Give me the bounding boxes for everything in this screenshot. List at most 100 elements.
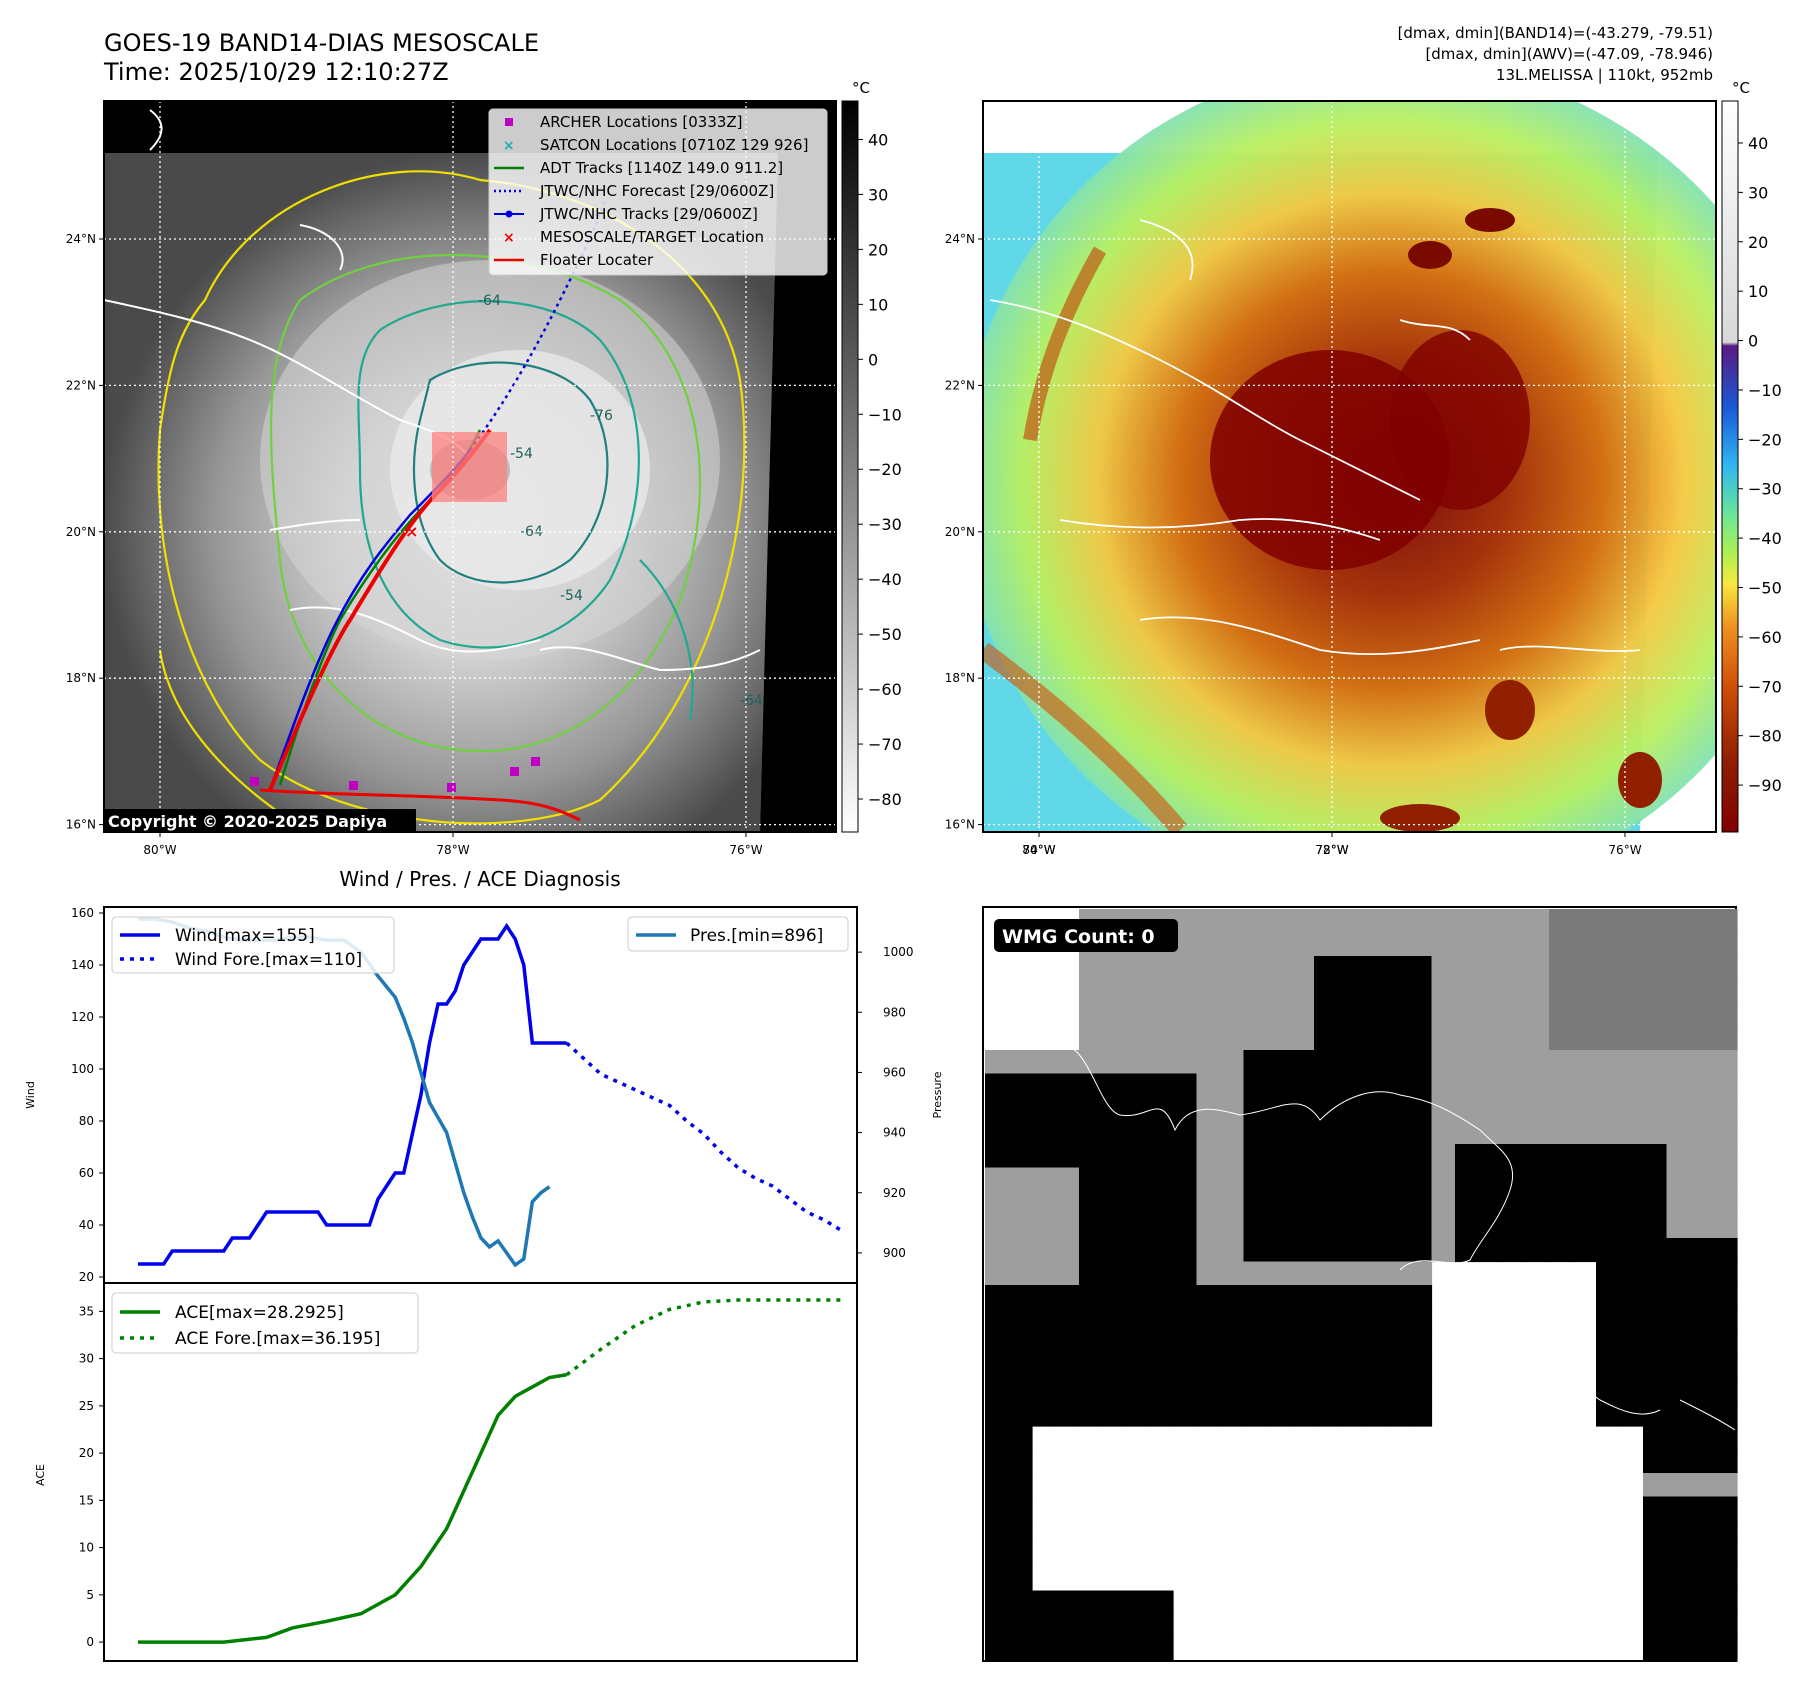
contour-label: -64: [478, 293, 501, 309]
legend-marker: ×: [503, 230, 515, 246]
pressure-legend: [627, 916, 849, 952]
colorbar-tick-label: −10: [868, 405, 902, 424]
ace-axis-tick-label: 35: [79, 1304, 94, 1318]
info-storm: 13L.MELISSA | 110kt, 952mb: [1496, 66, 1713, 84]
colorbar-tick-label: 30: [868, 185, 888, 204]
legend-label: JTWC/NHC Forecast [29/0600Z]: [539, 182, 774, 200]
pressure-axis-tick-label: 900: [883, 1246, 906, 1260]
wind-axis-tick-label: 80: [79, 1114, 94, 1128]
legend-label: ADT Tracks [1140Z 149.0 911.2]: [540, 159, 783, 177]
lon-label: 74°W: [1022, 843, 1055, 857]
wind-axis-tick-label: 40: [79, 1218, 94, 1232]
wmg-coastlines: [1064, 1044, 1736, 1431]
legend-label: ARCHER Locations [0333Z]: [540, 113, 743, 131]
series-line: [565, 1041, 842, 1232]
awv-map-panel: [982, 100, 1717, 833]
legend-item: JTWC/NHC Tracks [29/0600Z]: [494, 205, 758, 223]
ace-axis-tick-label: 15: [79, 1493, 94, 1507]
ace-axis-tick-label: 30: [79, 1352, 94, 1366]
diagnosis-title: Wind / Pres. / ACE Diagnosis: [339, 867, 620, 891]
wind-legend: [111, 916, 395, 974]
lon-label: 80°W: [143, 843, 176, 857]
wmg-panel: WMG Count: 0: [982, 906, 1738, 1662]
legend-item: × SATCON Locations [0710Z 129 926]: [503, 136, 808, 154]
wind-axis-tick-label: 20: [79, 1270, 94, 1284]
colorbar-tick-label: −70: [1748, 677, 1782, 696]
colorbar-tick-label: 40: [868, 130, 888, 149]
colorbar-tick-label: −60: [868, 680, 902, 699]
legend-marker: ×: [503, 138, 515, 154]
lat-label: 20°N: [66, 525, 96, 539]
colorbar-tick-label: −10: [1748, 381, 1782, 400]
colorbar-tick-label: −30: [868, 515, 902, 534]
lat-label: 16°N: [66, 818, 96, 832]
legend-label: MESOSCALE/TARGET Location: [540, 228, 764, 246]
lon-label: 76°W: [729, 843, 762, 857]
colorbar-tick-label: −70: [868, 735, 902, 754]
wmg-grid-cells: [985, 909, 1738, 1662]
wind-axis-tick-label: 140: [71, 958, 94, 972]
colorbar-tick-label: −60: [1748, 628, 1782, 647]
wmg-count-label: WMG Count: 0: [1002, 926, 1155, 948]
color-colorbar-unit: °C: [1732, 79, 1750, 97]
lat-label: 18°N: [66, 671, 96, 685]
legend-label: ACE Fore.[max=36.195]: [175, 1329, 380, 1349]
colorbar-tick-label: −80: [1748, 727, 1782, 746]
colorbar-tick-label: 0: [1748, 332, 1758, 351]
lat-label: 22°N: [66, 378, 96, 392]
lat-label: 16°N: [945, 818, 975, 832]
legend-item: Floater Locater: [494, 251, 654, 269]
copyright-text: Copyright © 2020-2025 Dapiya: [108, 812, 387, 831]
legend-label: Floater Locater: [540, 251, 654, 269]
contour-label: -76: [590, 408, 613, 424]
legend-item: JTWC/NHC Forecast [29/0600Z]: [494, 182, 774, 200]
legend-item: ADT Tracks [1140Z 149.0 911.2]: [494, 159, 783, 177]
colorbar-tick-label: −40: [868, 570, 902, 589]
ace-axis-label: ACE: [34, 1464, 47, 1486]
legend-marker: [505, 118, 513, 126]
colorbar-tick-label: 20: [1748, 233, 1768, 252]
figure-title-line2: Time: 2025/10/29 12:10:27Z: [103, 58, 449, 86]
ace-axis-tick-label: 20: [79, 1446, 94, 1460]
colorbar-tick-label: −30: [1748, 480, 1782, 499]
jtwc-forecast: [468, 199, 607, 451]
legend-label: Wind[max=155]: [175, 926, 315, 946]
ace-axis-tick-label: 10: [79, 1541, 94, 1555]
lon-label: 78°W: [436, 843, 469, 857]
mesoscale-target-box: [432, 432, 507, 502]
pressure-axis-label: Pressure: [931, 1071, 944, 1118]
contour-label: -54: [560, 588, 583, 604]
pressure-axis-tick-label: 980: [883, 1005, 906, 1019]
ace-axis-tick-label: 5: [86, 1588, 94, 1602]
map-gridlines: [983, 101, 1716, 832]
ace-legend: [111, 1292, 419, 1354]
archer-markers: [250, 757, 540, 792]
colorbar-tick-label: −90: [1748, 776, 1782, 795]
colorbar-tick-label: 10: [868, 295, 888, 314]
ir-map-panel: -64 -54 -76 -64 -54 -64: [103, 100, 837, 833]
pressure-axis-tick-label: 1000: [883, 945, 914, 959]
colorbar-tick-label: −80: [868, 790, 902, 809]
wind-axis-tick-label: 160: [71, 906, 94, 920]
wind-axis-tick-label: 60: [79, 1166, 94, 1180]
wind-pressure-chart: 20 40 60 80 100 120 140 160 900 920 940 960 980 1000 W…: [24, 906, 944, 1284]
legend-item: × MESOSCALE/TARGET Location: [503, 228, 764, 246]
info-dmax-awv: [dmax, dmin](AWV)=(-47.09, -78.946): [1425, 45, 1713, 63]
colorbar-tick-label: −40: [1748, 529, 1782, 548]
gray-colorbar-unit: °C: [852, 79, 870, 97]
legend-label: JTWC/NHC Tracks [29/0600Z]: [539, 205, 758, 223]
colorbar-tick-label: 30: [1748, 183, 1768, 202]
lat-label: 22°N: [945, 378, 975, 392]
colorbar-tick-label: −50: [1748, 579, 1782, 598]
ace-axis-tick-label: 0: [86, 1635, 94, 1649]
pressure-axis-tick-label: 920: [883, 1186, 906, 1200]
contour-label: -54: [510, 446, 533, 462]
ace-axis-tick-label: 25: [79, 1399, 94, 1413]
legend-label: Wind Fore.[max=110]: [175, 950, 362, 970]
color-colorbar: [1721, 100, 1739, 833]
lat-label: 24°N: [66, 232, 96, 246]
legend-label: ACE[max=28.2925]: [175, 1303, 344, 1323]
colorbar-tick-label: −50: [868, 625, 902, 644]
series-line: [138, 1373, 567, 1644]
